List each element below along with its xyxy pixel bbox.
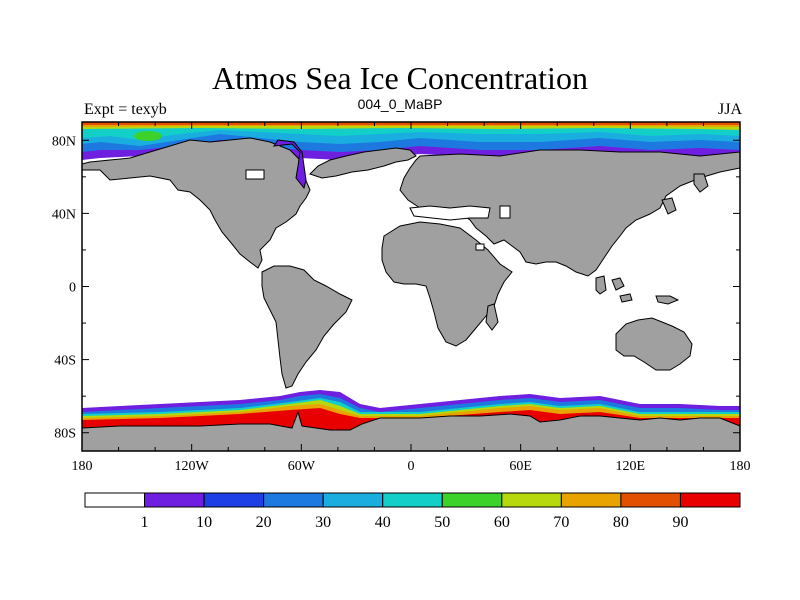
time-label: 004_0_MaBP [357,96,443,112]
map-field [82,122,740,451]
y-tick-label: 40S [54,354,76,369]
colorbar-label: 80 [613,514,629,531]
colorbar-swatch [203,492,265,508]
inland-water [245,169,511,251]
colorbar-swatch [501,492,562,508]
colorbar-swatch [441,492,503,508]
x-tick-label: 60W [288,459,316,474]
colorbar-swatch [144,492,205,508]
y-tick-label: 0 [69,281,76,296]
y-tick-label: 80N [52,134,76,149]
colorbar-label: 90 [672,514,688,531]
colorbar-label: 70 [553,514,569,531]
colorbar-label: 10 [196,514,212,531]
colorbar-swatch [84,492,146,508]
x-tick-label: 0 [408,459,415,474]
season-label: JJA [717,101,742,118]
colorbar-label: 40 [375,514,391,531]
colorbar-swatch [679,492,741,508]
x-tick-label: 120W [175,459,210,474]
experiment-label: Expt = texyb [84,101,167,118]
colorbar-swatch [620,492,681,508]
colorbar-label: 20 [256,514,272,531]
hudson-bay-ice [272,139,307,190]
colorbar-swatch [263,492,324,508]
colorbar-swatch [560,492,622,508]
x-tick-label: 120E [616,459,646,474]
x-tick-label: 60E [509,459,532,474]
y-tick-label: 80S [54,427,76,442]
axis-ticks: 180 120W 60W 0 60E 120E 180 80N 40N 0 40S 80S [52,122,751,474]
colorbar-label: 60 [494,514,510,531]
plot-title: Atmos Sea Ice Concentration [212,60,588,96]
colorbar-swatch [322,492,384,508]
x-tick-label: 180 [72,459,93,474]
colorbar-label: 1 [141,514,149,531]
colorbar-label: 50 [434,514,450,531]
y-tick-label: 40N [52,207,76,222]
colorbar: 1 10 20 30 40 50 60 70 80 90 [84,492,741,531]
land-masses [82,137,740,451]
colorbar-label: 30 [315,514,331,531]
x-tick-label: 180 [730,459,751,474]
colorbar-swatch [382,492,443,508]
